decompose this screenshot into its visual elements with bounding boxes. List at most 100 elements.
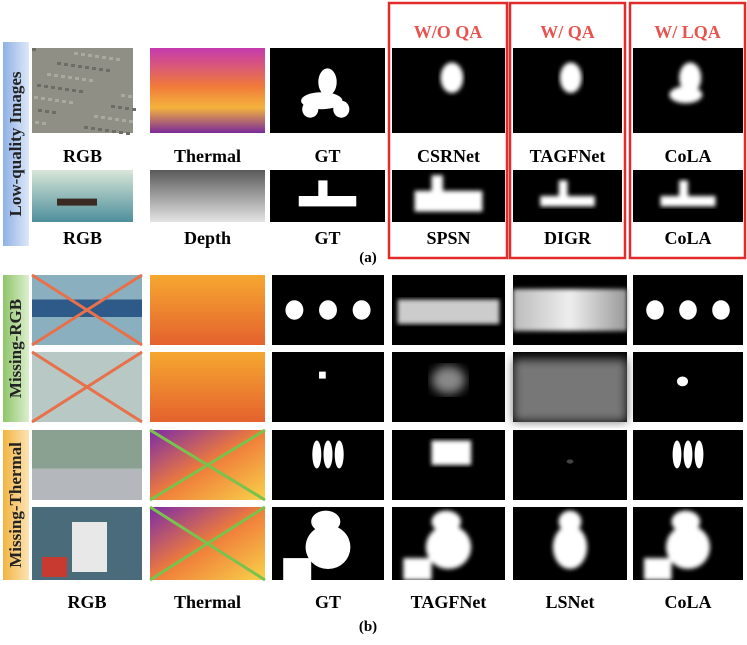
mask-shapes xyxy=(285,300,371,320)
cross-line xyxy=(31,273,143,347)
mask-blob xyxy=(312,440,322,469)
mask-blob xyxy=(318,68,337,96)
mask-shapes xyxy=(646,300,730,320)
column-label: GT xyxy=(315,592,341,612)
noise xyxy=(72,89,76,92)
mask-blob xyxy=(558,180,568,199)
mask-blob xyxy=(644,558,672,580)
mask-shapes xyxy=(397,299,500,324)
mask-shapes xyxy=(403,510,472,580)
mask-shapes xyxy=(566,459,574,464)
group-header: W/O QA xyxy=(414,22,483,42)
mask-blob xyxy=(319,300,337,320)
side-label: Low-quality Images xyxy=(6,71,25,216)
image xyxy=(32,170,133,222)
image-cell xyxy=(633,352,743,422)
image-cell xyxy=(513,430,627,500)
mask-blob xyxy=(672,440,682,469)
mask-blob xyxy=(319,371,326,379)
mask-shapes xyxy=(440,62,464,94)
mask-shapes xyxy=(319,371,326,379)
image-cell xyxy=(272,275,384,345)
mask-shapes xyxy=(552,510,588,570)
noise xyxy=(47,73,51,76)
noise xyxy=(69,101,73,104)
noise xyxy=(75,77,79,80)
image-cell xyxy=(513,275,627,345)
column-label: LSNet xyxy=(546,592,595,612)
noise xyxy=(44,85,48,88)
mask-blob xyxy=(677,376,688,387)
mask-blob xyxy=(333,100,350,118)
noise xyxy=(119,131,123,134)
mask-shapes xyxy=(431,366,466,394)
side-band-bg xyxy=(3,430,29,580)
column-label: RGB xyxy=(67,592,106,612)
mask-shapes xyxy=(677,376,688,387)
noise xyxy=(78,65,82,68)
side-band: Missing-RGB xyxy=(3,275,29,422)
noise xyxy=(35,121,39,124)
noise xyxy=(112,130,116,133)
mask-blob xyxy=(671,510,701,533)
column-label: SPSN xyxy=(426,228,470,248)
noise xyxy=(34,96,38,99)
noise xyxy=(82,78,86,81)
mask-blob xyxy=(559,62,582,94)
side-band: Low-quality Images xyxy=(3,42,29,246)
noise xyxy=(61,75,65,78)
mask-blob xyxy=(558,510,582,533)
noise xyxy=(57,62,61,65)
image-cell xyxy=(272,430,384,500)
mask-blob xyxy=(431,366,466,394)
mask-blob xyxy=(431,175,443,196)
mask-blob xyxy=(283,558,312,580)
image-cell xyxy=(392,507,505,580)
noise xyxy=(102,56,106,59)
mask-blob xyxy=(679,300,697,320)
column-label: CoLA xyxy=(664,592,711,612)
noise xyxy=(42,122,46,125)
column-label: TAGFNet xyxy=(411,592,487,612)
side-band: Missing-Thermal xyxy=(3,430,29,580)
noise xyxy=(51,86,55,89)
noise xyxy=(111,105,115,108)
mask-blob xyxy=(403,558,432,580)
noise xyxy=(91,127,95,130)
noise xyxy=(121,94,125,97)
group-header: W/ LQA xyxy=(654,22,721,42)
image-cell xyxy=(633,170,743,222)
group-header: W/ QA xyxy=(540,22,595,42)
noise xyxy=(115,118,119,121)
mask-blob xyxy=(679,62,702,94)
road xyxy=(32,468,142,500)
image-cell xyxy=(392,352,505,422)
mask-blob xyxy=(679,180,688,199)
mask-shapes xyxy=(513,359,627,422)
image-cell xyxy=(31,350,143,424)
mask-blob xyxy=(440,62,464,94)
noise xyxy=(89,79,93,82)
image-cell xyxy=(32,507,142,580)
image-cell xyxy=(392,170,505,222)
mask-blob xyxy=(552,525,588,570)
noise xyxy=(128,95,132,98)
image-cell xyxy=(392,48,505,133)
noise xyxy=(99,68,103,71)
image-cell xyxy=(32,48,136,135)
noise xyxy=(84,126,88,129)
side-label: Missing-RGB xyxy=(6,299,25,398)
cross-line xyxy=(31,350,143,424)
mask-blob xyxy=(414,190,483,212)
noise xyxy=(71,64,75,67)
image-cell xyxy=(513,352,627,422)
image-cell xyxy=(513,170,622,222)
mask-blob xyxy=(566,459,574,464)
noise xyxy=(81,53,85,56)
noise xyxy=(74,52,78,55)
image-cell xyxy=(633,275,743,345)
caption: (b) xyxy=(359,619,377,635)
mask-shapes xyxy=(301,68,350,118)
